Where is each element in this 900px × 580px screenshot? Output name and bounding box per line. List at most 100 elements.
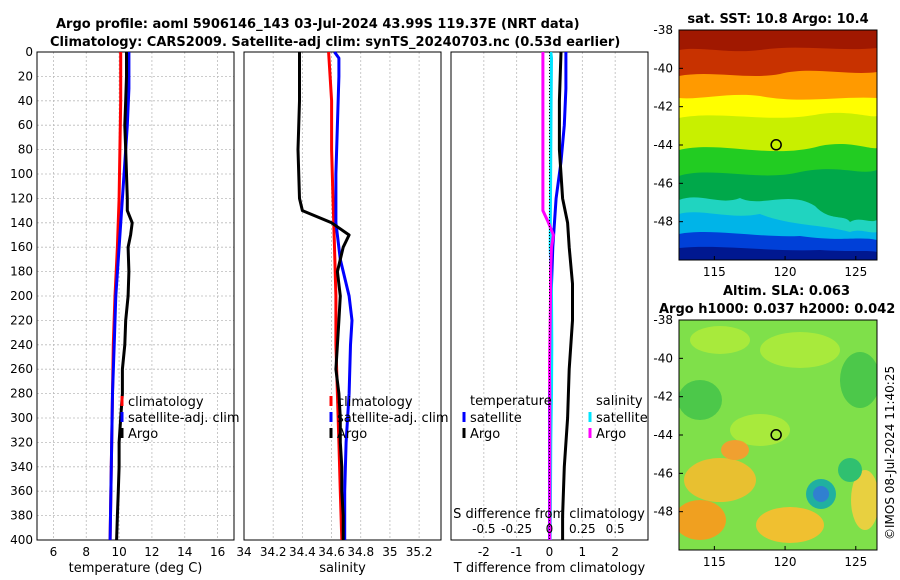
y-tick-label: 180: [10, 265, 33, 279]
y-tick-label: 300: [10, 411, 33, 425]
map-y-tick-label: -46: [653, 466, 673, 480]
y-tick-label: 100: [10, 167, 33, 181]
x-tick-label: 0: [546, 545, 554, 559]
y-tick-label: 140: [10, 216, 33, 230]
map-axes: 115 120 125 -38 -40 -42 -44 -46 -48 115 120 125 -38 -…: [653, 23, 867, 569]
y-tick-label: 260: [10, 362, 33, 376]
legend-label: Argo: [596, 427, 626, 442]
x-tick-label: 14: [177, 545, 192, 559]
map-x-tick-label: 115: [703, 555, 726, 569]
x-tick-label: 2: [611, 545, 619, 559]
map-y-tick-label: -38: [653, 23, 673, 37]
legend-label: climatology: [337, 395, 413, 410]
y-tick-label: 0: [25, 45, 33, 59]
argo-location-marker-sla: [770, 429, 782, 441]
legend-label: climatology: [128, 395, 204, 410]
legend-heading: temperature: [470, 394, 552, 409]
map-x-tick-label: 120: [774, 555, 797, 569]
y-tick-label: 120: [10, 191, 33, 205]
sla-map-title: Altim. SLA: 0.063: [723, 284, 850, 299]
x-tick-label: 34.4: [289, 545, 316, 559]
y-tick-label: 160: [10, 240, 33, 254]
y-tick-label: 240: [10, 338, 33, 352]
sla-heatmap: [679, 320, 877, 550]
y-tick-label: 80: [18, 143, 33, 157]
series-line: [541, 52, 555, 540]
map-y-tick-label: -42: [653, 390, 673, 404]
sla-map-subtitle: Argo h1000: 0.037 h2000: 0.042: [659, 302, 895, 317]
map-x-tick-label: 120: [774, 265, 797, 279]
y-tick-label: 280: [10, 387, 33, 401]
x-tick-label: 8: [82, 545, 90, 559]
map-x-tick-label: 125: [844, 555, 867, 569]
y-tick-label: 380: [10, 509, 33, 523]
series-line: [296, 52, 351, 540]
secondary-x-axis-label: S difference from climatology: [453, 507, 645, 522]
sst-map-title: sat. SST: 10.8 Argo: 10.4: [687, 12, 868, 27]
x-tick-label: 34.8: [347, 545, 374, 559]
map-y-tick-label: -48: [653, 215, 673, 229]
y-tick-label: 40: [18, 94, 33, 108]
x-axis-label: temperature (deg C): [69, 561, 203, 576]
y-tick-label: 60: [18, 118, 33, 132]
x-tick-label: 16: [210, 545, 225, 559]
x-tick-label: -1: [511, 545, 523, 559]
map-y-tick-label: -40: [653, 351, 673, 365]
y-tick-label: 320: [10, 435, 33, 449]
series-line: [333, 51, 354, 540]
y-tick-label: 400: [10, 533, 33, 547]
legend-label: Argo: [337, 427, 367, 442]
sst-heatmap: [679, 30, 877, 260]
secondary-x-tick-label: -0.5: [472, 522, 495, 536]
x-axis-label: T difference from climatology: [453, 561, 646, 576]
series-line: [327, 51, 344, 541]
legend-label: Argo: [470, 427, 500, 442]
x-tick-label: 35.2: [406, 545, 433, 559]
imos-watermark: ©IMOS 08-Jul-2024 11:40:25: [883, 366, 897, 540]
difference-panel: -2 -1 0 1 2 T difference from climatology -0.5…: [450, 51, 649, 576]
map-y-tick-label: -46: [653, 176, 673, 190]
y-tick-label: 220: [10, 313, 33, 327]
map-y-tick-label: -40: [653, 61, 673, 75]
secondary-x-tick-label: 0.5: [606, 522, 625, 536]
y-tick-label: 340: [10, 460, 33, 474]
y-tick-label: 360: [10, 484, 33, 498]
map-x-tick-label: 125: [844, 265, 867, 279]
x-tick-label: 35: [382, 545, 397, 559]
x-tick-label: 12: [144, 545, 159, 559]
legend-label: satellite-adj. clim: [337, 411, 449, 426]
map-y-tick-label: -44: [653, 428, 673, 442]
x-tick-label: 34.2: [260, 545, 287, 559]
legend-label: satellite-adj. clim: [128, 411, 240, 426]
map-y-tick-label: -48: [653, 505, 673, 519]
secondary-x-tick-label: 0: [546, 522, 554, 536]
figure-title-line1: Argo profile: aoml 5906146_143 03-Jul-20…: [56, 17, 580, 32]
series-line: [108, 52, 131, 541]
argo-location-marker-sst: [770, 139, 782, 151]
map-y-tick-label: -38: [653, 313, 673, 327]
temperature-panel: 6 8 10 12 14 16020406080100120140160180200220…: [10, 45, 240, 576]
x-axis-label: salinity: [319, 561, 366, 576]
figure-title-line2: Climatology: CARS2009. Satellite-adj cli…: [50, 35, 620, 50]
x-tick-label: 10: [111, 545, 126, 559]
series-line: [115, 52, 134, 541]
secondary-x-tick-label: -0.25: [501, 522, 532, 536]
legend-label: satellite: [596, 411, 648, 426]
plot-frame: [36, 51, 235, 541]
salinity-panel: 34 34.2 34.4 34.6 34.8 35 35.2 salinity climatol…: [236, 51, 449, 576]
y-tick-label: 200: [10, 289, 33, 303]
legend-heading: salinity: [596, 394, 643, 409]
legend-label: satellite: [470, 411, 522, 426]
x-tick-label: -2: [478, 545, 490, 559]
x-tick-label: 34.6: [318, 545, 345, 559]
map-x-tick-label: 115: [703, 265, 726, 279]
map-y-tick-label: -42: [653, 100, 673, 114]
x-tick-label: 34: [236, 545, 251, 559]
x-tick-label: 1: [579, 545, 587, 559]
legend-label: Argo: [128, 427, 158, 442]
series-line: [557, 51, 574, 540]
secondary-x-tick-label: 0.25: [569, 522, 596, 536]
x-tick-label: 6: [50, 545, 58, 559]
y-tick-label: 20: [18, 69, 33, 83]
